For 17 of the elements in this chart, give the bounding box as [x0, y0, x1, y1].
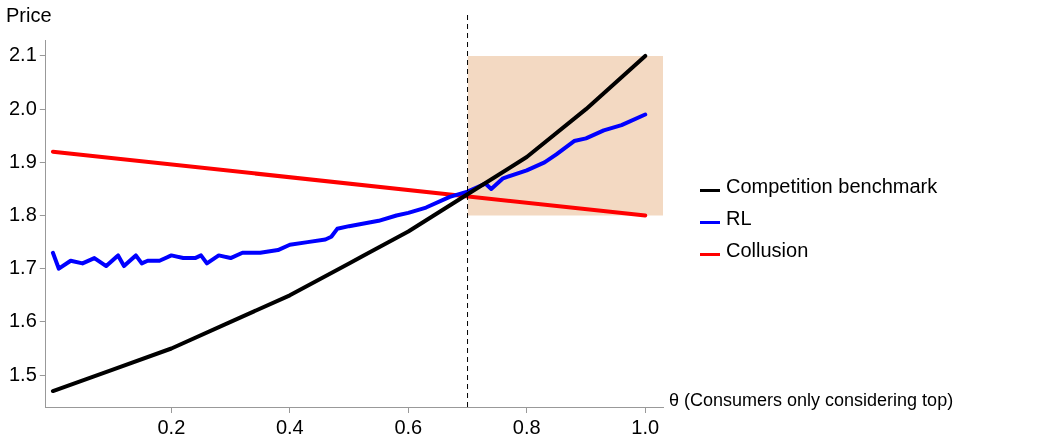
legend-label: Collusion [726, 238, 809, 262]
x-axis-title: θ (Consumers only considering top) [669, 389, 954, 410]
legend-label: Competition benchmark [726, 174, 938, 198]
x-tick-label: 0.8 [512, 415, 541, 438]
x-tick-label: 0.6 [394, 415, 423, 438]
y-tick-label: 1.9 [8, 149, 37, 172]
x-tick-label: 1.0 [631, 415, 660, 438]
y-tick-label: 1.8 [8, 203, 37, 226]
y-tick-label: 2.0 [8, 96, 37, 119]
y-tick-label: 1.5 [8, 362, 37, 385]
y-tick-label: 1.7 [8, 256, 37, 279]
x-tick-label: 0.2 [157, 415, 186, 438]
y-tick-label: 2.1 [8, 43, 37, 66]
y-tick-label: 1.6 [8, 309, 37, 332]
y-axis-title: Price [6, 3, 52, 26]
x-tick-label: 0.4 [275, 415, 304, 438]
legend-label: RL [726, 206, 752, 230]
